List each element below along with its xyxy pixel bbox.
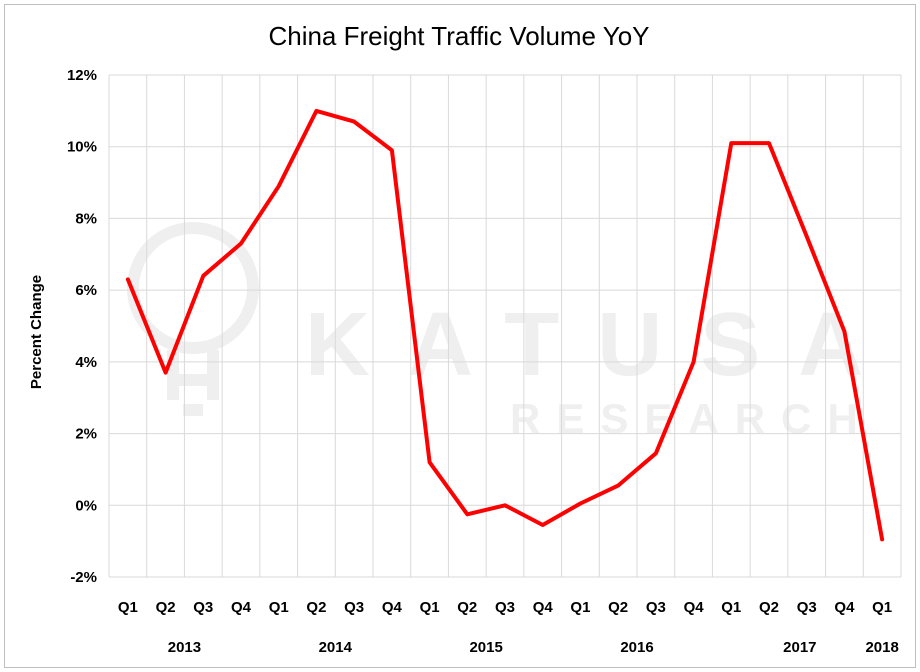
year-labels: 2013 2014 2015 2016 2017 2018 [168,639,899,656]
lightbulb-logo-icon [127,222,259,416]
x-tick-label: Q2 [759,599,779,616]
year-label: 2014 [319,639,353,656]
year-label: 2013 [168,639,201,656]
x-tick-label: Q3 [646,599,666,616]
x-tick-label: Q1 [269,599,289,616]
x-tick-label: Q1 [420,599,440,616]
x-tick-label: Q1 [118,599,138,616]
y-tick-label: 8% [75,210,97,227]
x-tick-label: Q3 [344,599,364,616]
year-label: 2017 [783,639,816,656]
y-tick-label: 2% [75,426,97,443]
x-tick-label: Q2 [457,599,477,616]
year-label: 2015 [469,639,502,656]
y-tick-label: 12% [67,67,97,84]
x-tick-label: Q3 [193,599,213,616]
x-tick-label: Q4 [231,599,252,616]
x-tick-label: Q3 [797,599,817,616]
y-axis-ticks: -2% 0% 2% 4% 6% 8% 10% 12% [67,67,97,586]
watermark: KATUSA RESEARCH [127,222,901,442]
x-tick-label: Q3 [495,599,515,616]
watermark-line1: KATUSA [305,295,901,395]
year-label: 2016 [620,639,653,656]
chart-svg: KATUSA RESEARCH China Freight Traffic Vo… [28,21,902,656]
watermark-line2: RESEARCH [510,395,874,442]
x-tick-label: Q1 [570,599,590,616]
y-tick-label: 10% [67,139,97,156]
series-group [125,108,885,542]
x-tick-label: Q4 [834,599,855,616]
x-tick-label: Q2 [156,599,176,616]
x-tick-label: Q1 [721,599,741,616]
x-tick-label: Q4 [684,599,705,616]
y-axis-label: Percent Change [28,275,45,389]
chart-frame: KATUSA RESEARCH China Freight Traffic Vo… [4,4,916,668]
chart-title: China Freight Traffic Volume YoY [268,21,649,51]
y-tick-label: 6% [75,282,97,299]
y-tick-label: -2% [70,569,97,586]
x-tick-label: Q4 [533,599,554,616]
x-tick-label: Q2 [608,599,628,616]
x-tick-label: Q1 [872,599,892,616]
y-tick-label: 0% [75,497,97,514]
x-tick-label: Q2 [306,599,326,616]
y-tick-label: 4% [75,354,97,371]
x-tick-label: Q4 [382,599,403,616]
x-axis-ticks: Q1 Q2 Q3 Q4 Q1 Q2 Q3 Q4 Q1 Q2 Q3 Q4 Q1 Q2 Q3 Q4 Q1 Q2 Q3 Q4… [118,599,892,616]
year-label: 2018 [865,639,898,656]
